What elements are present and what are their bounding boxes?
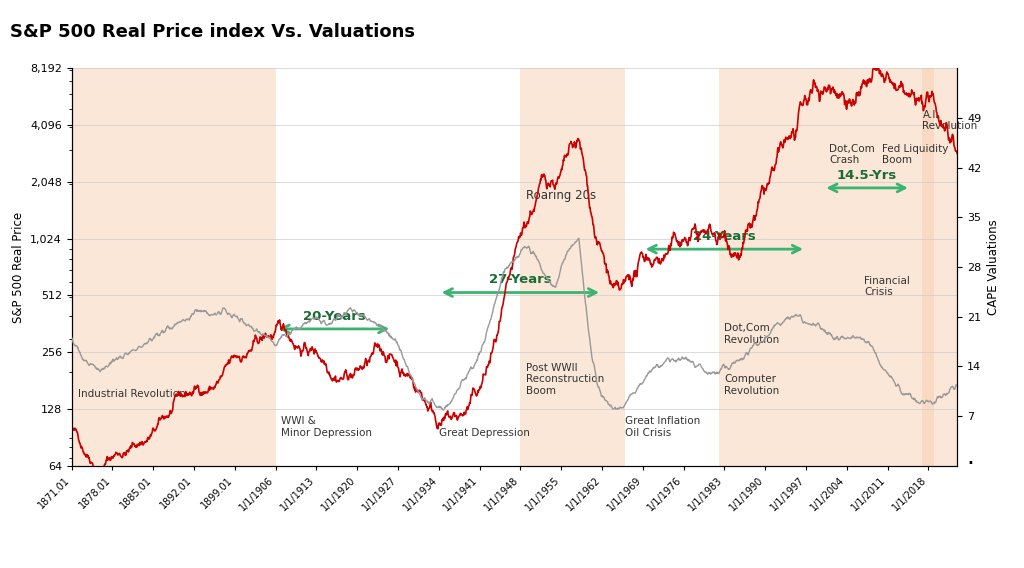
Text: Roaring 20s: Roaring 20s xyxy=(526,189,596,202)
Text: Computer
Revolution: Computer Revolution xyxy=(724,374,779,396)
Y-axis label: CAPE Valuations: CAPE Valuations xyxy=(987,219,1000,315)
Text: Fed Liquidity
Boom: Fed Liquidity Boom xyxy=(882,144,948,165)
Text: ·: · xyxy=(967,452,974,475)
Text: Financial
Crisis: Financial Crisis xyxy=(864,275,910,297)
Text: 24-Years: 24-Years xyxy=(693,230,756,243)
Text: Post WWII
Reconstruction
Boom: Post WWII Reconstruction Boom xyxy=(526,363,604,396)
Text: Industrial Revolution: Industrial Revolution xyxy=(78,389,185,399)
Bar xyxy=(520,68,626,466)
Text: 27-Years: 27-Years xyxy=(489,273,552,286)
Text: Dot,Com
Crash: Dot,Com Crash xyxy=(829,144,874,165)
Text: 20-Years: 20-Years xyxy=(302,310,366,323)
Bar xyxy=(823,68,934,466)
Bar xyxy=(719,68,823,466)
Text: A.I.
Revolution: A.I. Revolution xyxy=(923,110,978,131)
Text: Dot,Com
Revolution: Dot,Com Revolution xyxy=(724,323,779,345)
Text: S&P 500 Real Price index Vs. Valuations: S&P 500 Real Price index Vs. Valuations xyxy=(10,23,416,41)
Text: WWI &
Minor Depression: WWI & Minor Depression xyxy=(282,416,373,438)
Bar xyxy=(923,68,957,466)
Bar xyxy=(72,68,275,466)
Text: Great Inflation
Oil Crisis: Great Inflation Oil Crisis xyxy=(626,416,700,438)
Legend: Real S&P 500 Price, CAPE Valuations: Real S&P 500 Price, CAPE Valuations xyxy=(301,564,639,568)
Text: 14.5-Yrs: 14.5-Yrs xyxy=(837,169,897,182)
Y-axis label: S&P 500 Real Price: S&P 500 Real Price xyxy=(11,211,25,323)
Text: Great Depression: Great Depression xyxy=(439,428,529,438)
